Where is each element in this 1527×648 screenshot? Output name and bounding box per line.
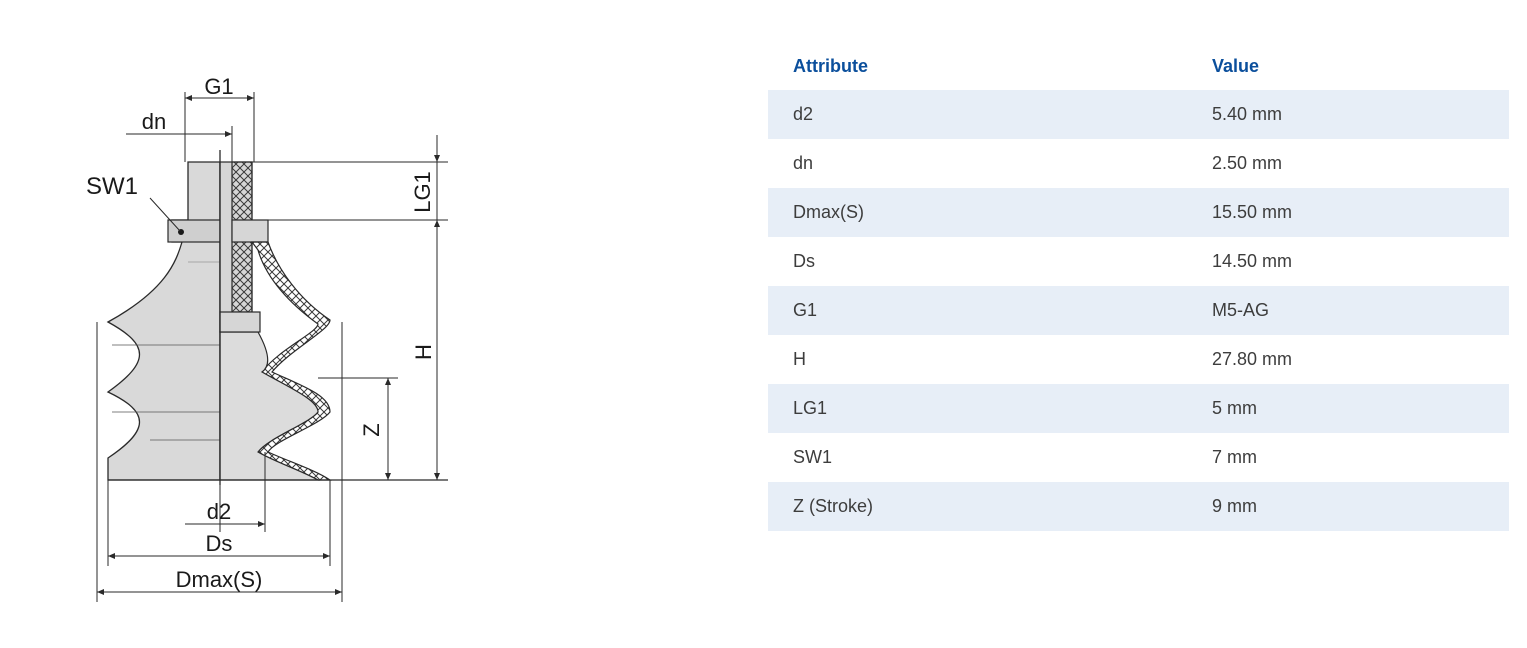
table-row: H 27.80 mm [768,335,1509,384]
row-attribute: SW1 [793,447,833,467]
label-d2: d2 [207,499,231,524]
bellows-inner-right [219,331,321,481]
sw1-leader [149,197,181,232]
label-lg1: LG1 [410,171,435,213]
table-row: SW1 7 mm [768,433,1509,482]
suction-cup-drawing: G1 dn SW1 LG1 H Z d2 Ds Dmax(S) [60,60,480,620]
row-attribute: Ds [793,251,815,271]
row-attribute: G1 [793,300,818,320]
label-z: Z [359,423,384,436]
row-value: 5 mm [1212,398,1257,418]
table-row: d2 5.40 mm [768,90,1509,139]
row-value: 14.50 mm [1212,251,1293,271]
row-value: 5.40 mm [1212,104,1283,124]
row-attribute: H [793,349,806,369]
spec-table: Attribute Value d2 5.40 mm dn 2.50 mm Dm… [768,42,1509,531]
row-value: 7 mm [1212,447,1257,467]
header-attribute: Attribute [793,55,868,76]
bellows-outer-left [106,161,221,481]
row-value: 27.80 mm [1212,349,1293,369]
row-attribute: Dmax(S) [793,202,864,222]
table-row: Ds 14.50 mm [768,237,1509,286]
hex-nut [167,219,221,243]
row-value: M5-AG [1212,300,1270,320]
nut-section [231,219,269,243]
row-value: 15.50 mm [1212,202,1293,222]
table-row: LG1 5 mm [768,384,1509,433]
header-value: Value [1212,55,1260,76]
label-ds: Ds [206,531,233,556]
row-value: 2.50 mm [1212,153,1283,173]
label-dmax: Dmax(S) [176,567,263,592]
row-attribute: Z (Stroke) [793,496,874,516]
label-g1: G1 [204,74,233,99]
label-sw1: SW1 [86,173,138,200]
table-row: Dmax(S) 15.50 mm [768,188,1509,237]
table-row: Z (Stroke) 9 mm [768,482,1509,531]
drawing-svg: G1 dn SW1 LG1 H Z d2 Ds Dmax(S) [86,74,448,602]
table-row: dn 2.50 mm [768,139,1509,188]
label-h: H [411,344,436,360]
base-plate [219,311,261,333]
row-value: 9 mm [1212,496,1257,516]
row-attribute: LG1 [793,398,828,418]
row-attribute: dn [793,153,814,173]
table-header: Attribute Value [768,42,1509,90]
row-attribute: d2 [793,104,814,124]
label-dn: dn [142,109,166,134]
table-row: G1 M5-AG [768,286,1509,335]
